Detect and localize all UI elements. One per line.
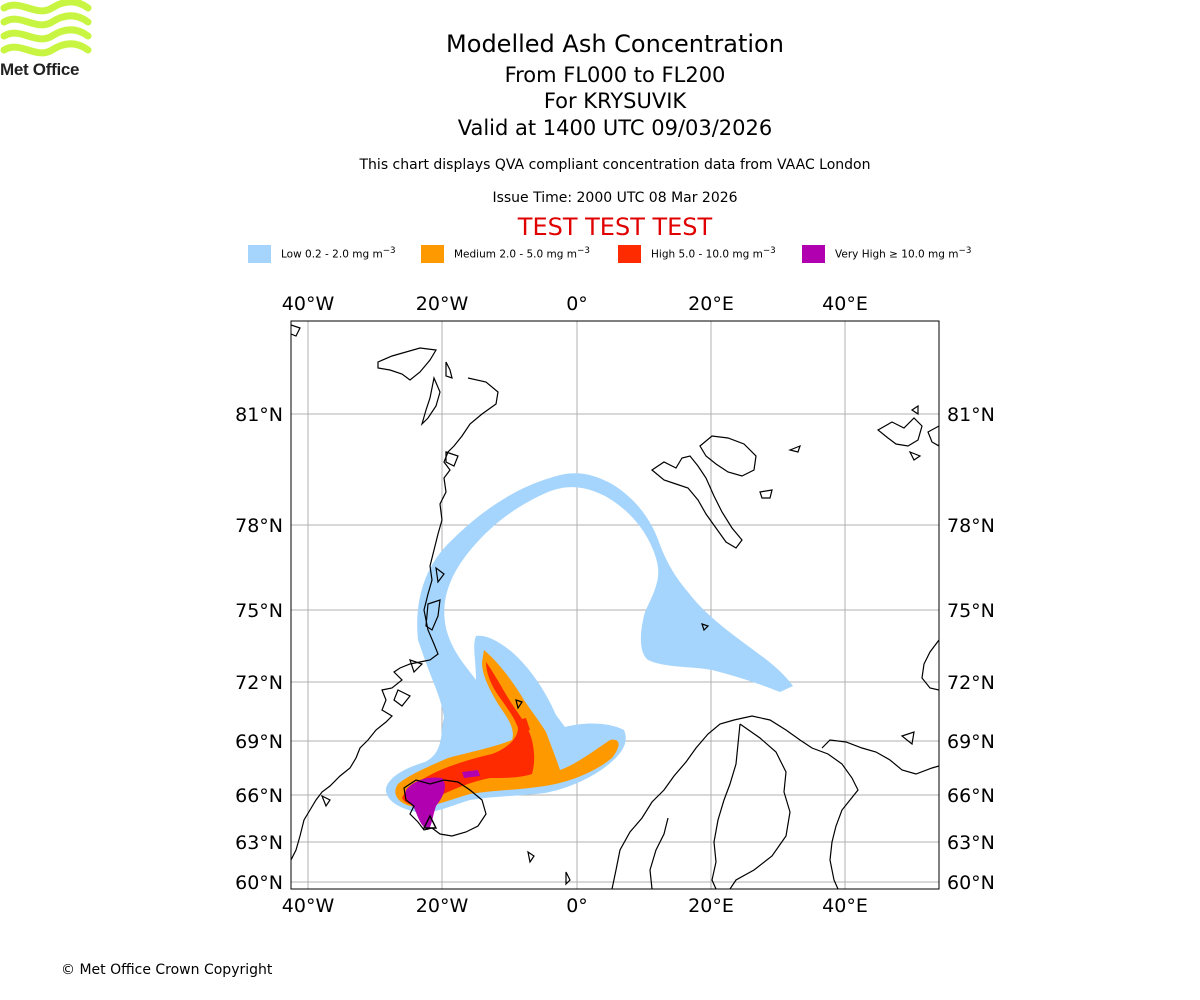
lat-label-left-78n: 78°N bbox=[235, 515, 283, 537]
lon-label-top-0: 0° bbox=[566, 293, 588, 315]
lat-label-right-75n: 75°N bbox=[947, 600, 995, 622]
graticule bbox=[291, 321, 939, 889]
lat-label-left-72n: 72°N bbox=[235, 672, 283, 694]
legend-item-high: High 5.0 - 10.0 mg m−3 bbox=[618, 244, 776, 263]
volcano-name: For KRYSUVIK bbox=[543, 89, 687, 113]
ash-very-high bbox=[405, 770, 480, 830]
test-banner: TEST TEST TEST bbox=[517, 213, 713, 241]
map-area bbox=[291, 321, 939, 889]
lon-label-bottom-0: 0° bbox=[566, 895, 588, 917]
legend-swatch-very-high bbox=[802, 244, 825, 263]
qva-note: This chart displays QVA compliant concen… bbox=[359, 157, 871, 173]
lat-label-right-66n: 66°N bbox=[947, 785, 995, 807]
lat-label-right-63n: 63°N bbox=[947, 832, 995, 854]
legend-item-medium: Medium 2.0 - 5.0 mg m−3 bbox=[421, 244, 590, 263]
lon-label-bottom-20e: 20°E bbox=[688, 895, 734, 917]
logo-text: Met Office bbox=[0, 60, 80, 79]
lon-label-top-40w: 40°W bbox=[282, 293, 335, 315]
legend-label-medium: Medium 2.0 - 5.0 mg m−3 bbox=[454, 246, 590, 261]
flight-level-range: From FL000 to FL200 bbox=[504, 63, 726, 87]
coastlines bbox=[291, 324, 939, 889]
lon-label-bottom-40w: 40°W bbox=[282, 895, 335, 917]
legend-item-low: Low 0.2 - 2.0 mg m−3 bbox=[248, 244, 396, 263]
lon-label-top-20e: 20°E bbox=[688, 293, 734, 315]
copyright: © Met Office Crown Copyright bbox=[61, 962, 273, 978]
lon-label-bottom-40e: 40°E bbox=[822, 895, 868, 917]
legend-label-very-high: Very High ≥ 10.0 mg m−3 bbox=[835, 246, 972, 261]
lat-label-right-78n: 78°N bbox=[947, 515, 995, 537]
legend-swatch-low bbox=[248, 244, 271, 263]
valid-time: Valid at 1400 UTC 09/03/2026 bbox=[457, 116, 773, 140]
legend-label-high: High 5.0 - 10.0 mg m−3 bbox=[651, 246, 776, 261]
legend-swatch-high bbox=[618, 244, 641, 263]
legend-label-low: Low 0.2 - 2.0 mg m−3 bbox=[281, 246, 396, 261]
lat-label-right-72n: 72°N bbox=[947, 672, 995, 694]
lat-label-left-60n: 60°N bbox=[235, 872, 283, 894]
lat-label-left-75n: 75°N bbox=[235, 600, 283, 622]
legend-item-very-high: Very High ≥ 10.0 mg m−3 bbox=[802, 244, 971, 263]
lon-label-top-20w: 20°W bbox=[416, 293, 469, 315]
legend-swatch-medium bbox=[421, 244, 444, 263]
lat-label-left-63n: 63°N bbox=[235, 832, 283, 854]
chart-title: Modelled Ash Concentration bbox=[446, 30, 784, 58]
lat-label-right-60n: 60°N bbox=[947, 872, 995, 894]
lat-label-right-81n: 81°N bbox=[947, 404, 995, 426]
lat-label-left-66n: 66°N bbox=[235, 785, 283, 807]
met-office-waves-icon bbox=[0, 0, 92, 57]
volcano-marker-icon bbox=[422, 814, 438, 829]
lon-label-bottom-20w: 20°W bbox=[416, 895, 469, 917]
lat-label-left-69n: 69°N bbox=[235, 731, 283, 753]
ash-high bbox=[402, 662, 535, 805]
ash-low bbox=[385, 473, 793, 813]
lat-label-left-81n: 81°N bbox=[235, 404, 283, 426]
met-office-logo: Met Office bbox=[0, 0, 100, 82]
lat-label-right-69n: 69°N bbox=[947, 731, 995, 753]
lon-label-top-40e: 40°E bbox=[822, 293, 868, 315]
map-frame bbox=[290, 320, 940, 890]
issue-time: Issue Time: 2000 UTC 08 Mar 2026 bbox=[492, 190, 738, 206]
